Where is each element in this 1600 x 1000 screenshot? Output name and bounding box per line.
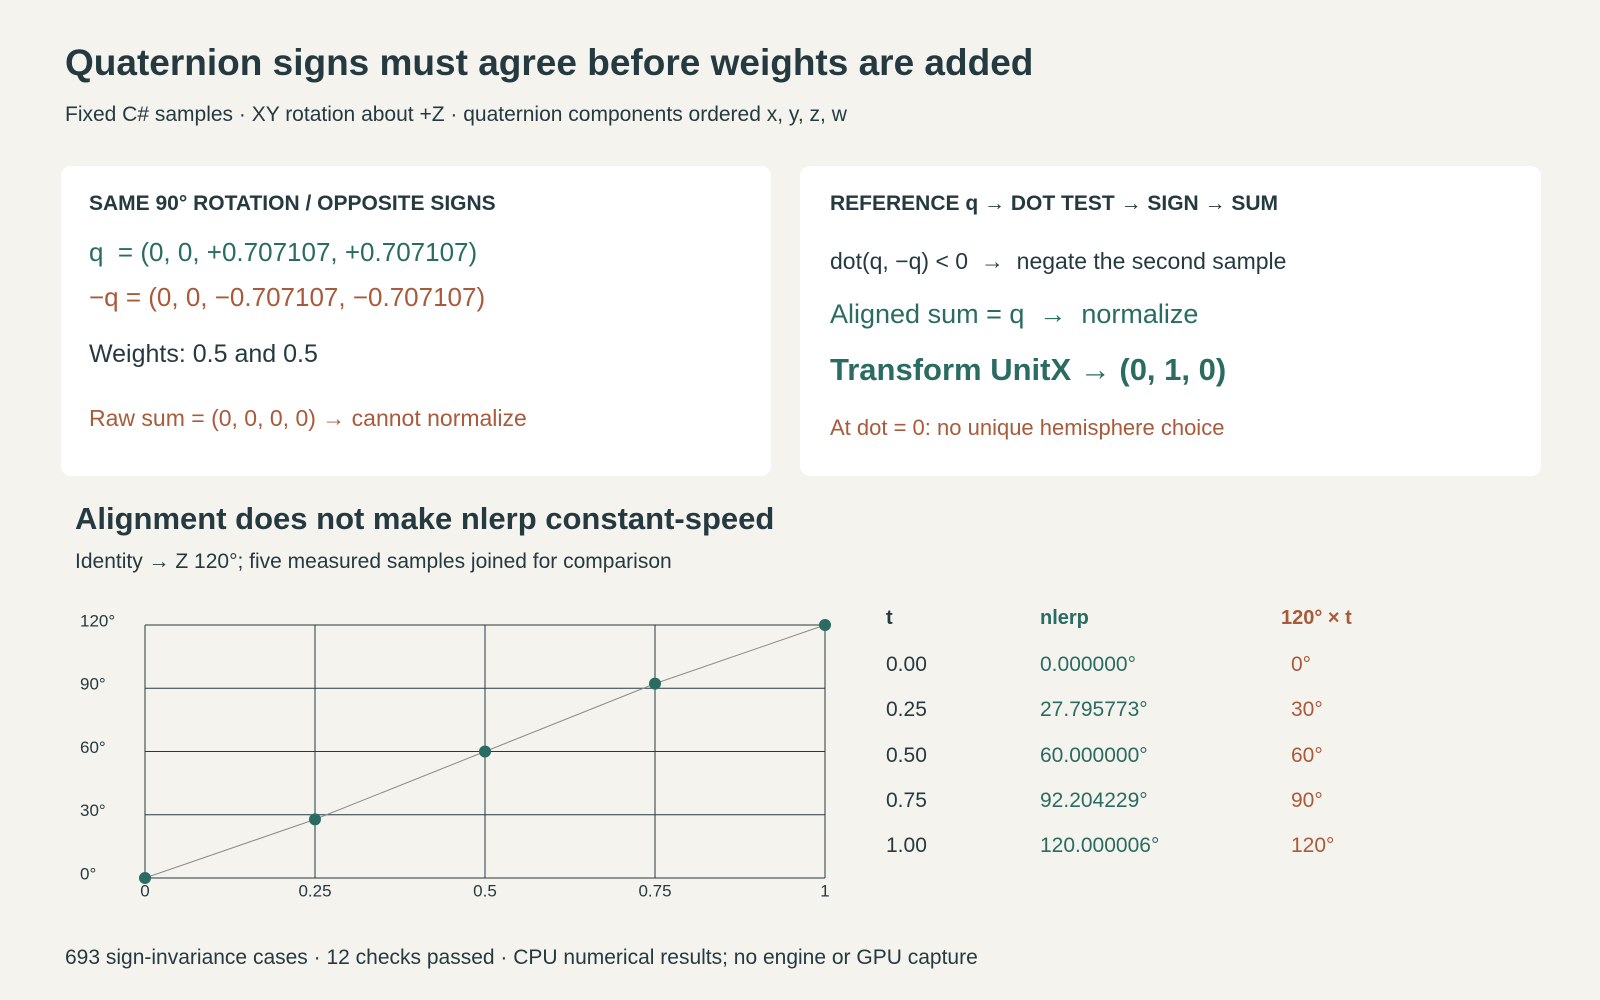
table-header: 120° × t [1281, 607, 1352, 629]
section-title: Alignment does not make nlerp constant-s… [75, 501, 775, 536]
table-cell: 0.25 [886, 698, 927, 722]
x-tick-label: 0.75 [638, 881, 671, 900]
table-cell: 0.00 [886, 653, 927, 676]
x-tick-label: 1 [820, 881, 829, 900]
card: REFERENCE q → DOT TEST → SIGN → SUM dot(… [800, 166, 1541, 476]
x-tick-label: 0 [140, 881, 149, 900]
table-cell: 120° [1291, 834, 1335, 858]
x-tick-label: 0.5 [473, 881, 497, 900]
card-line: Transform UnitX → (0, 1, 0) [830, 352, 1227, 387]
table-cell: 92.204229° [1040, 788, 1148, 812]
card-line: At dot = 0: no unique hemisphere choice [830, 415, 1225, 440]
table-cell: 1.00 [886, 834, 927, 858]
table-cell: 0.75 [886, 788, 927, 812]
card-line: Raw sum = (0, 0, 0, 0) → cannot normaliz… [89, 405, 527, 431]
table-header: t [886, 607, 893, 629]
x-tick-label: 0.25 [298, 881, 331, 900]
data-point [309, 813, 321, 826]
table-header: nlerp [1040, 607, 1089, 629]
y-tick-label: 30° [80, 801, 106, 820]
table-cell: 60.000000° [1040, 743, 1148, 767]
card-heading: SAME 90° ROTATION / OPPOSITE SIGNS [89, 192, 496, 215]
data-point [819, 619, 831, 631]
section-subtitle: Identity → Z 120°; five measured samples… [75, 550, 672, 573]
y-tick-label: 120° [80, 611, 115, 630]
footer: 693 sign-invariance cases · 12 checks pa… [65, 946, 978, 969]
data-point [139, 872, 151, 884]
card-line: Weights: 0.5 and 0.5 [89, 340, 318, 368]
card-line: q = (0, 0, +0.707107, +0.707107) [89, 237, 478, 267]
table-cell: 27.795773° [1040, 698, 1148, 722]
y-tick-label: 60° [80, 738, 106, 757]
card-heading: REFERENCE q → DOT TEST → SIGN → SUM [830, 192, 1279, 215]
table-cell: 90° [1291, 788, 1323, 812]
card-line: −q = (0, 0, −0.707107, −0.707107) [89, 282, 486, 312]
table-cell: 0° [1291, 653, 1312, 676]
table-cell: 120.000006° [1040, 834, 1160, 858]
table-cell: 0.000000° [1040, 653, 1136, 676]
data-point [649, 677, 661, 690]
y-tick-label: 0° [80, 864, 96, 883]
data-point [479, 745, 491, 758]
subtitle: Fixed C# samples · XY rotation about +Z … [65, 103, 847, 126]
table-cell: 60° [1291, 743, 1323, 767]
chart: 0° 30° 60° 90° 120° 0 0.25 0.5 0.75 1 [80, 611, 831, 900]
title: Quaternion signs must agree before weigh… [65, 42, 1034, 83]
card-line: Aligned sum = q → normalize [830, 299, 1199, 329]
card-line: dot(q, −q) < 0 → negate the second sampl… [830, 248, 1287, 274]
table-cell: 0.50 [886, 743, 927, 767]
card: SAME 90° ROTATION / OPPOSITE SIGNS q = (… [61, 166, 771, 476]
table-cell: 30° [1291, 698, 1323, 722]
y-tick-label: 90° [80, 675, 106, 694]
